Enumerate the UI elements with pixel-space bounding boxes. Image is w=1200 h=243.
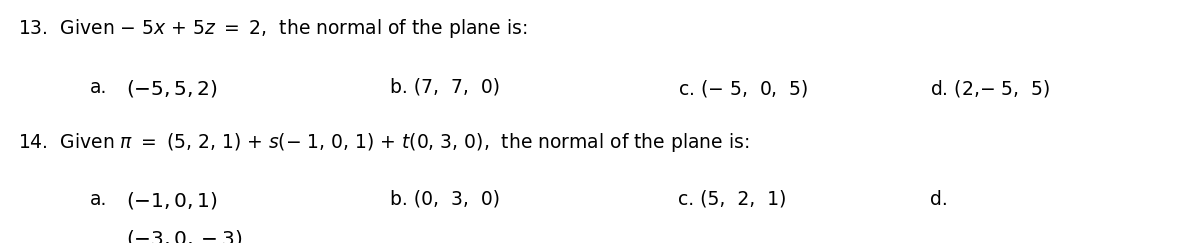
Text: $(- 5, 5, 2)$: $(- 5, 5, 2)$ <box>126 78 218 99</box>
Text: d.: d. <box>930 190 948 208</box>
Text: c. ($-$ 5,  0,  5): c. ($-$ 5, 0, 5) <box>678 78 809 99</box>
Text: b. (0,  3,  0): b. (0, 3, 0) <box>390 190 500 208</box>
Text: c. (5,  2,  1): c. (5, 2, 1) <box>678 190 786 208</box>
Text: $(- 3, 0,- 3)$: $(- 3, 0,- 3)$ <box>126 228 242 243</box>
Text: 14.  Given $\pi$ $=$ (5, 2, 1) $+$ $s$($-$ 1, 0, 1) $+$ $t$(0, 3, 0),  the norma: 14. Given $\pi$ $=$ (5, 2, 1) $+$ $s$($-… <box>18 131 750 154</box>
Text: a.: a. <box>90 190 107 208</box>
Text: a.: a. <box>90 78 107 97</box>
Text: b. (7,  7,  0): b. (7, 7, 0) <box>390 78 500 97</box>
Text: d. (2,$-$ 5,  5): d. (2,$-$ 5, 5) <box>930 78 1050 99</box>
Text: $(- 1, 0, 1)$: $(- 1, 0, 1)$ <box>126 190 218 210</box>
Text: 13.  Given $-$ 5$x$ $+$ 5$z$ $=$ 2,  the normal of the plane is:: 13. Given $-$ 5$x$ $+$ 5$z$ $=$ 2, the n… <box>18 17 527 40</box>
